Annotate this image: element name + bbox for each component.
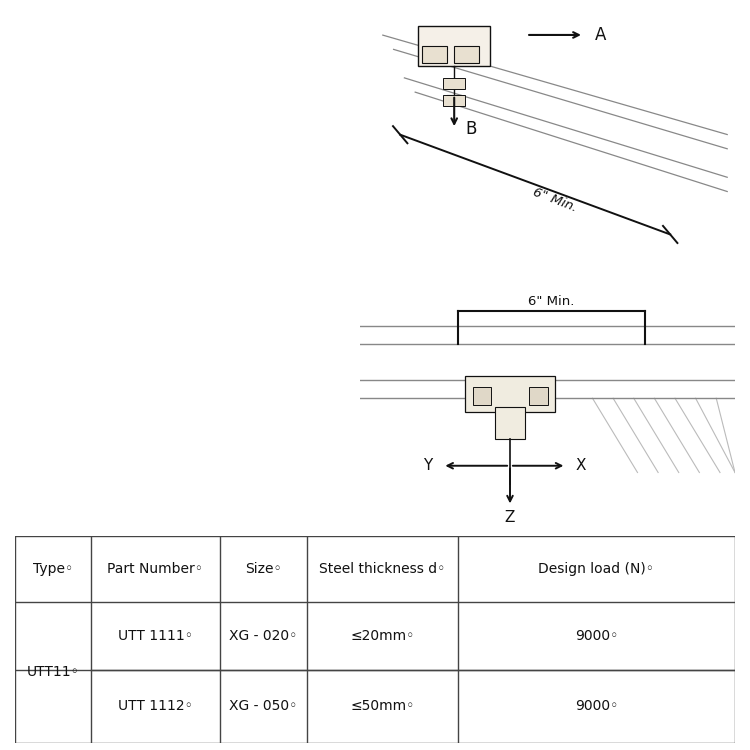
Text: UTT 1111◦: UTT 1111◦ <box>118 629 193 644</box>
Text: XG - 050◦: XG - 050◦ <box>230 700 298 713</box>
Bar <box>465 376 555 412</box>
Bar <box>443 94 465 106</box>
Text: Type◦: Type◦ <box>33 562 73 576</box>
Text: Size◦: Size◦ <box>245 562 282 576</box>
Text: XG - 020◦: XG - 020◦ <box>230 629 298 644</box>
Text: 6" Min.: 6" Min. <box>531 186 579 214</box>
Text: UTT 1112◦: UTT 1112◦ <box>118 700 193 713</box>
Text: B: B <box>465 120 476 138</box>
Text: Part Number◦: Part Number◦ <box>107 562 203 576</box>
Text: A: A <box>595 26 606 44</box>
Text: 6" Min.: 6" Min. <box>528 295 574 308</box>
Bar <box>422 46 447 64</box>
Bar <box>443 78 465 89</box>
Bar <box>495 407 525 439</box>
Polygon shape <box>419 26 491 66</box>
Text: Design load (N)◦: Design load (N)◦ <box>538 562 654 576</box>
Bar <box>529 387 548 405</box>
Text: Z: Z <box>505 510 515 525</box>
Bar <box>454 46 479 64</box>
Text: ≤50mm◦: ≤50mm◦ <box>350 700 414 713</box>
Text: Steel thickness d◦: Steel thickness d◦ <box>319 562 446 576</box>
Text: X: X <box>576 458 586 473</box>
Bar <box>472 387 491 405</box>
Text: ≤20mm◦: ≤20mm◦ <box>350 629 414 644</box>
Text: UTT11◦: UTT11◦ <box>26 665 80 680</box>
Text: Y: Y <box>423 458 432 473</box>
Text: 9000◦: 9000◦ <box>574 629 618 644</box>
Text: 9000◦: 9000◦ <box>574 700 618 713</box>
